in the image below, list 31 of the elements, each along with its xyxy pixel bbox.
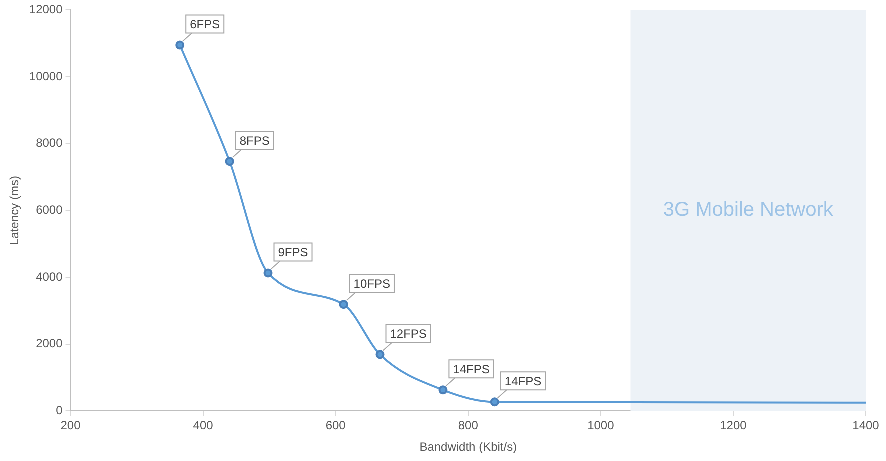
point — [376, 350, 385, 360]
point — [225, 157, 234, 166]
x-tick-label: 800 — [458, 418, 479, 433]
point — [339, 300, 348, 310]
x-tick-label: 400 — [193, 418, 214, 433]
y-tick-label: 2000 — [36, 336, 64, 351]
annotation: 12FPS — [390, 327, 427, 342]
band-label: 3G Mobile Network — [663, 199, 834, 222]
y-tick-label: 6000 — [36, 203, 64, 218]
x-tick-label: 1400 — [852, 418, 880, 433]
x-axis-title: Bandwidth (Kbit/s) — [420, 440, 518, 454]
y-tick-label: 8000 — [36, 136, 64, 150]
y-tick-label: 4000 — [36, 270, 64, 284]
point — [490, 398, 500, 407]
x-tick-label: 600 — [326, 418, 346, 433]
annotation: 8FPS — [240, 134, 270, 148]
annotation: 9FPS — [278, 246, 308, 260]
point — [438, 386, 448, 395]
annotation: 14FPS — [453, 362, 490, 376]
y-tick-label: 12000 — [29, 2, 64, 17]
annotation: 10FPS — [354, 276, 390, 291]
y-tick-label: 10000 — [29, 69, 64, 84]
point — [264, 268, 273, 278]
annotation: 14FPS — [504, 374, 542, 388]
point — [176, 40, 185, 50]
x-tick-label: 1200 — [720, 418, 748, 433]
annotation: 6FPS — [190, 18, 220, 32]
y-tick-label: 0 — [56, 404, 64, 418]
x-tick-label: 1000 — [588, 418, 615, 433]
x-tick-label: 200 — [60, 418, 82, 433]
y-axis-title: Latency (ms) — [8, 176, 22, 246]
